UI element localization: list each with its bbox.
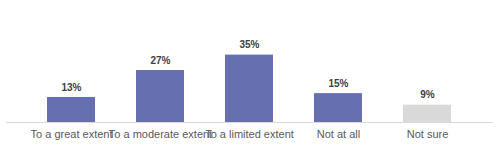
svg-text:To a moderate extent: To a moderate extent <box>109 128 212 140</box>
svg-text:Not at all: Not at all <box>317 128 360 140</box>
svg-text:To a great extent: To a great extent <box>31 128 113 140</box>
svg-text:To a limited extent: To a limited extent <box>205 128 294 140</box>
svg-text:27%: 27% <box>150 55 170 66</box>
svg-text:9%: 9% <box>420 89 435 100</box>
svg-text:Not sure: Not sure <box>407 128 449 140</box>
svg-text:15%: 15% <box>328 78 348 89</box>
svg-text:35%: 35% <box>239 39 259 50</box>
svg-text:13%: 13% <box>61 82 81 93</box>
